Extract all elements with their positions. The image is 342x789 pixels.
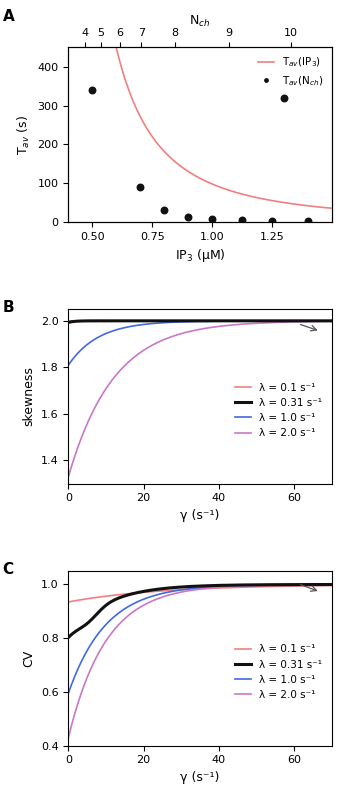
Point [137, 181, 143, 193]
Legend: T$_{av}$(IP$_3$), T$_{av}$(N$_{ch}$): T$_{av}$(IP$_3$), T$_{av}$(N$_{ch}$) [255, 53, 327, 92]
Legend: λ = 0.1 s⁻¹, λ = 0.31 s⁻¹, λ = 1.0 s⁻¹, λ = 2.0 s⁻¹: λ = 0.1 s⁻¹, λ = 0.31 s⁻¹, λ = 1.0 s⁻¹, … [231, 379, 327, 443]
Point [209, 212, 215, 225]
Point [269, 215, 275, 227]
X-axis label: N$_{ch}$: N$_{ch}$ [189, 14, 211, 29]
Text: B: B [2, 301, 14, 316]
Point [305, 215, 311, 227]
Text: A: A [2, 9, 14, 24]
Y-axis label: CV: CV [22, 649, 35, 667]
Point [161, 204, 167, 217]
Y-axis label: T$_{av}$ (s): T$_{av}$ (s) [16, 114, 32, 155]
X-axis label: γ (s⁻¹): γ (s⁻¹) [180, 509, 220, 522]
Point [185, 211, 191, 223]
Text: C: C [2, 563, 14, 578]
Legend: λ = 0.1 s⁻¹, λ = 0.31 s⁻¹, λ = 1.0 s⁻¹, λ = 2.0 s⁻¹: λ = 0.1 s⁻¹, λ = 0.31 s⁻¹, λ = 1.0 s⁻¹, … [231, 641, 327, 705]
Point [239, 213, 245, 226]
Point [281, 92, 287, 104]
Point [90, 84, 95, 96]
X-axis label: γ (s⁻¹): γ (s⁻¹) [180, 771, 220, 784]
X-axis label: IP$_3$ (μM): IP$_3$ (μM) [175, 247, 225, 264]
Y-axis label: skewness: skewness [22, 367, 35, 426]
